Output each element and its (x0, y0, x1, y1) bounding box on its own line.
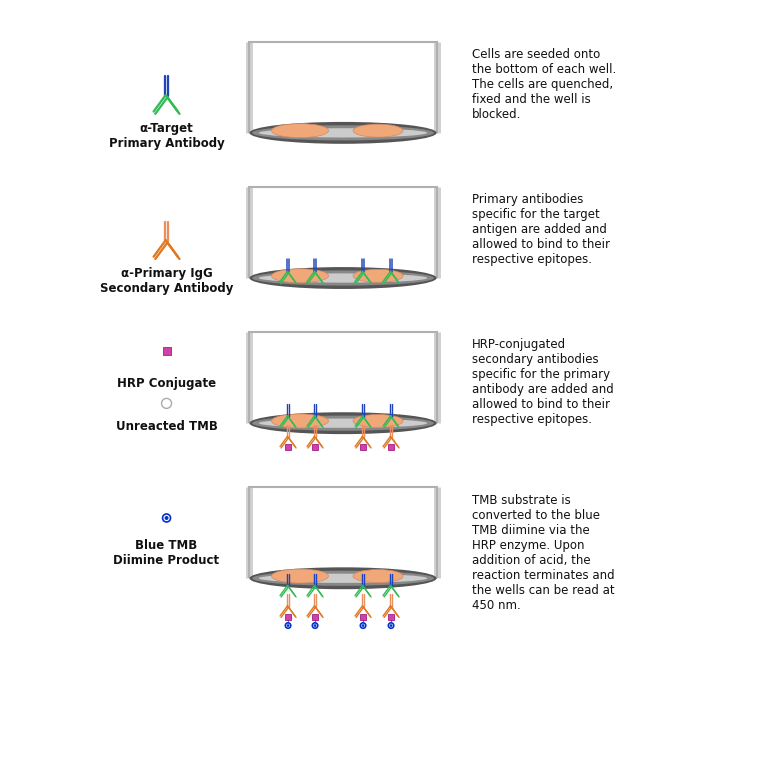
Circle shape (286, 624, 290, 627)
Ellipse shape (353, 414, 403, 428)
Circle shape (388, 623, 393, 628)
Ellipse shape (271, 414, 329, 428)
Ellipse shape (353, 124, 403, 138)
Polygon shape (285, 613, 291, 620)
Polygon shape (360, 613, 366, 620)
Text: α-Target
Primary Antibody: α-Target Primary Antibody (108, 122, 225, 151)
Ellipse shape (259, 128, 427, 138)
Text: Blue TMB
Diimine Product: Blue TMB Diimine Product (114, 539, 219, 568)
Polygon shape (251, 187, 435, 278)
Polygon shape (251, 332, 435, 423)
Text: TMB substrate is
converted to the blue
TMB diimine via the
HRP enzyme. Upon
addi: TMB substrate is converted to the blue T… (472, 494, 615, 611)
Polygon shape (388, 613, 394, 620)
Polygon shape (251, 42, 435, 133)
Circle shape (361, 623, 366, 628)
Text: Cells are seeded onto
the bottom of each well.
The cells are quenched,
fixed and: Cells are seeded onto the bottom of each… (472, 48, 617, 121)
Polygon shape (388, 444, 394, 450)
Text: HRP Conjugate: HRP Conjugate (117, 377, 216, 390)
Circle shape (390, 624, 393, 627)
Ellipse shape (259, 274, 427, 283)
Circle shape (164, 516, 169, 520)
Circle shape (314, 624, 316, 627)
Polygon shape (251, 487, 435, 578)
Polygon shape (285, 444, 291, 450)
Ellipse shape (271, 269, 329, 283)
Circle shape (312, 623, 318, 628)
Ellipse shape (353, 569, 403, 583)
Polygon shape (360, 444, 366, 450)
Ellipse shape (252, 571, 434, 586)
Ellipse shape (249, 267, 437, 289)
Ellipse shape (271, 124, 329, 138)
Polygon shape (163, 348, 170, 355)
Text: Primary antibodies
specific for the target
antigen are added and
allowed to bind: Primary antibodies specific for the targ… (472, 193, 610, 267)
Ellipse shape (252, 125, 434, 141)
Ellipse shape (259, 419, 427, 428)
Circle shape (361, 624, 364, 627)
Polygon shape (312, 613, 318, 620)
Ellipse shape (259, 574, 427, 583)
Ellipse shape (249, 413, 437, 434)
Ellipse shape (249, 122, 437, 144)
Ellipse shape (353, 269, 403, 283)
Polygon shape (312, 444, 318, 450)
Text: HRP-conjugated
secondary antibodies
specific for the primary
antibody are added : HRP-conjugated secondary antibodies spec… (472, 338, 614, 426)
Ellipse shape (271, 569, 329, 583)
Circle shape (161, 398, 172, 409)
Ellipse shape (252, 416, 434, 431)
Circle shape (163, 514, 170, 522)
Circle shape (285, 623, 291, 628)
Text: Unreacted TMB: Unreacted TMB (115, 420, 218, 433)
Ellipse shape (252, 270, 434, 286)
Text: α-Primary IgG
Secondary Antibody: α-Primary IgG Secondary Antibody (100, 267, 233, 296)
Ellipse shape (249, 568, 437, 589)
